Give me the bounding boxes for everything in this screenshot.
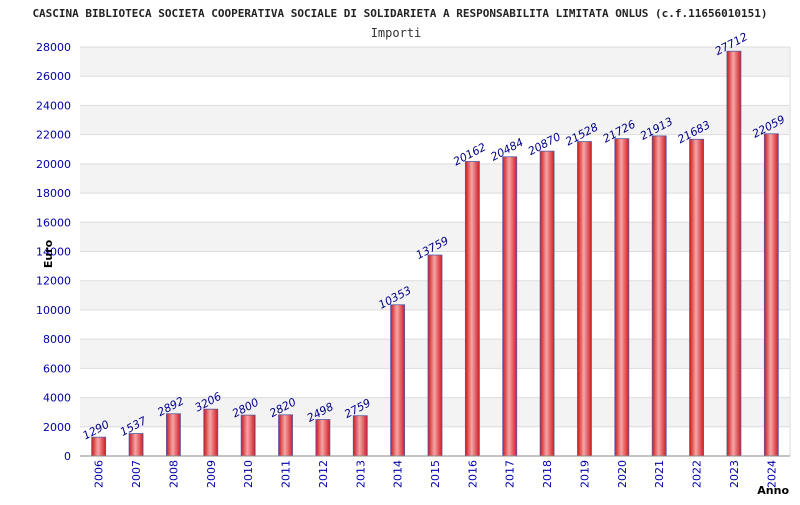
grid-band	[80, 76, 790, 106]
bar	[726, 50, 742, 457]
grid-band	[80, 163, 790, 194]
x-axis-ticks: 2006 2007 2008 2009 2010 2011 2012 2013 2014 2015…	[93, 460, 779, 488]
bar	[352, 415, 368, 457]
y-tick-label: 26000	[36, 70, 71, 83]
bar	[502, 156, 518, 457]
bar	[390, 304, 406, 457]
x-tick-label: 2016	[466, 460, 479, 488]
x-tick-label: 2022	[691, 460, 704, 488]
x-tick-label: 2011	[280, 460, 293, 488]
x-tick-label: 2015	[429, 460, 442, 488]
y-tick-label: 12000	[36, 275, 71, 288]
y-tick-label: 24000	[36, 99, 71, 112]
bar	[91, 436, 107, 457]
bar	[166, 413, 181, 457]
x-tick-label: 2024	[765, 460, 778, 488]
bar	[278, 414, 293, 457]
y-tick-label: 2000	[43, 421, 71, 434]
x-tick-label: 2010	[242, 460, 255, 488]
x-tick-label: 2006	[93, 460, 106, 488]
y-tick-label: 6000	[43, 362, 71, 375]
bar	[614, 138, 630, 457]
grid-band	[80, 222, 790, 252]
bars	[91, 50, 779, 457]
y-axis-ticks: 0 2000 4000 6000 8000 10000 12000 14000 16000 180…	[36, 41, 71, 463]
y-tick-label: 10000	[36, 304, 71, 317]
bar	[128, 433, 144, 457]
x-tick-label: 2020	[616, 460, 629, 488]
x-tick-label: 2007	[130, 460, 143, 488]
y-axis-label: Euro	[42, 239, 55, 268]
x-tick-label: 2014	[392, 460, 405, 488]
x-tick-label: 2017	[504, 460, 517, 488]
chart-title: CASCINA BIBLIOTECA SOCIETA COOPERATIVA S…	[32, 7, 767, 20]
x-tick-label: 2013	[354, 460, 367, 488]
bar	[763, 133, 779, 457]
bar	[689, 138, 704, 457]
x-tick-label: 2021	[653, 460, 666, 488]
y-tick-label: 28000	[36, 41, 71, 54]
bar	[427, 254, 443, 457]
bar	[240, 414, 256, 457]
y-tick-label: 22000	[36, 129, 71, 142]
grid-band	[80, 193, 790, 223]
grid-band	[80, 134, 790, 164]
x-tick-label: 2018	[541, 460, 554, 488]
x-tick-label: 2012	[317, 460, 330, 488]
y-tick-label: 4000	[43, 392, 71, 405]
bar	[203, 408, 219, 457]
x-tick-label: 2019	[578, 460, 591, 488]
bar	[464, 161, 480, 457]
grid-band	[80, 105, 790, 135]
chart-subtitle: Importi	[371, 26, 422, 40]
x-tick-label: 2023	[728, 460, 741, 488]
bar	[315, 419, 331, 457]
x-tick-label: 2008	[167, 460, 180, 488]
y-tick-label: 18000	[36, 187, 71, 200]
y-tick-label: 20000	[36, 158, 71, 171]
bar	[577, 141, 592, 457]
y-tick-label: 0	[64, 450, 71, 463]
y-tick-label: 16000	[36, 216, 71, 229]
y-tick-label: 8000	[43, 333, 71, 346]
bar	[539, 150, 555, 457]
bar	[651, 135, 667, 457]
y-tick-label: 14000	[36, 246, 71, 259]
grid-band	[80, 47, 790, 77]
x-axis-label: Anno	[757, 484, 789, 497]
x-tick-label: 2009	[205, 460, 218, 488]
